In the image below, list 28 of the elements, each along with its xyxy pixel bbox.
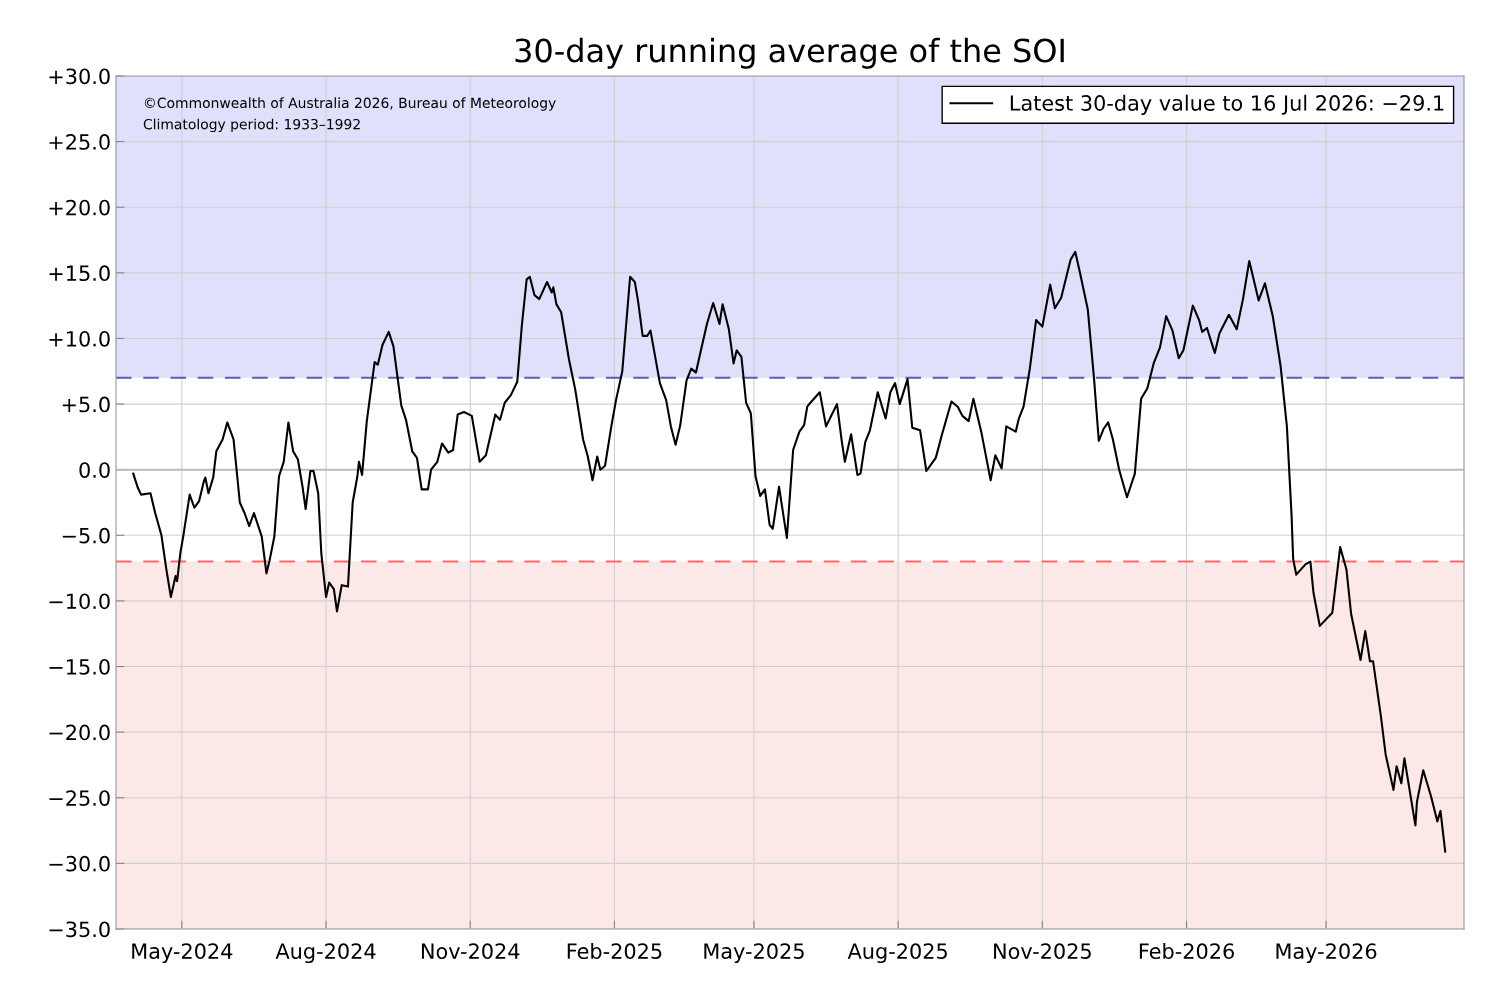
x-tick-label: Feb-2025 — [567, 942, 662, 960]
x-tick-label: Feb-2026 — [1139, 942, 1234, 960]
y-tick-label: −20.0 — [49, 724, 110, 741]
annotation: ©Commonwealth of Australia 2026, Bureau of Meteorology — [144, 97, 556, 111]
y-tick-label: +30.0 — [49, 68, 110, 85]
y-tick-label: −30.0 — [49, 855, 110, 872]
y-tick-label: +15.0 — [49, 265, 110, 282]
y-tick-label: −10.0 — [49, 593, 110, 610]
x-tick-label: May-2024 — [132, 943, 233, 964]
line-series — [132, 250, 1447, 853]
y-tick-label: +10.0 — [49, 330, 110, 347]
x-tick-label: Nov-2024 — [421, 943, 520, 960]
x-tick-label: Aug-2025 — [847, 943, 947, 964]
y-tick-label: +5.0 — [62, 396, 110, 413]
x-tick-label: May-2026 — [1276, 943, 1377, 964]
annotation: Climatology period: 1933–1992 — [143, 118, 360, 133]
y-tick-label: +20.0 — [49, 199, 110, 216]
y-tick-label: −5.0 — [62, 527, 110, 544]
x-tick-label: Nov-2025 — [994, 943, 1091, 960]
x-tick-label: Aug-2024 — [275, 943, 376, 964]
y-tick-label: −25.0 — [49, 790, 110, 806]
y-tick-label: −35.0 — [49, 921, 110, 938]
x-tick-label: May-2025 — [704, 943, 804, 964]
chart-title: 30-day running average of the SOI — [515, 37, 1064, 69]
y-tick-label: −15.0 — [49, 658, 110, 675]
legend-label: Latest 30-day value to 16 Jul 2026: −29.1 — [1010, 94, 1444, 115]
y-tick-label: 0.0 — [79, 462, 110, 478]
y-tick-label: +25.0 — [49, 134, 110, 150]
